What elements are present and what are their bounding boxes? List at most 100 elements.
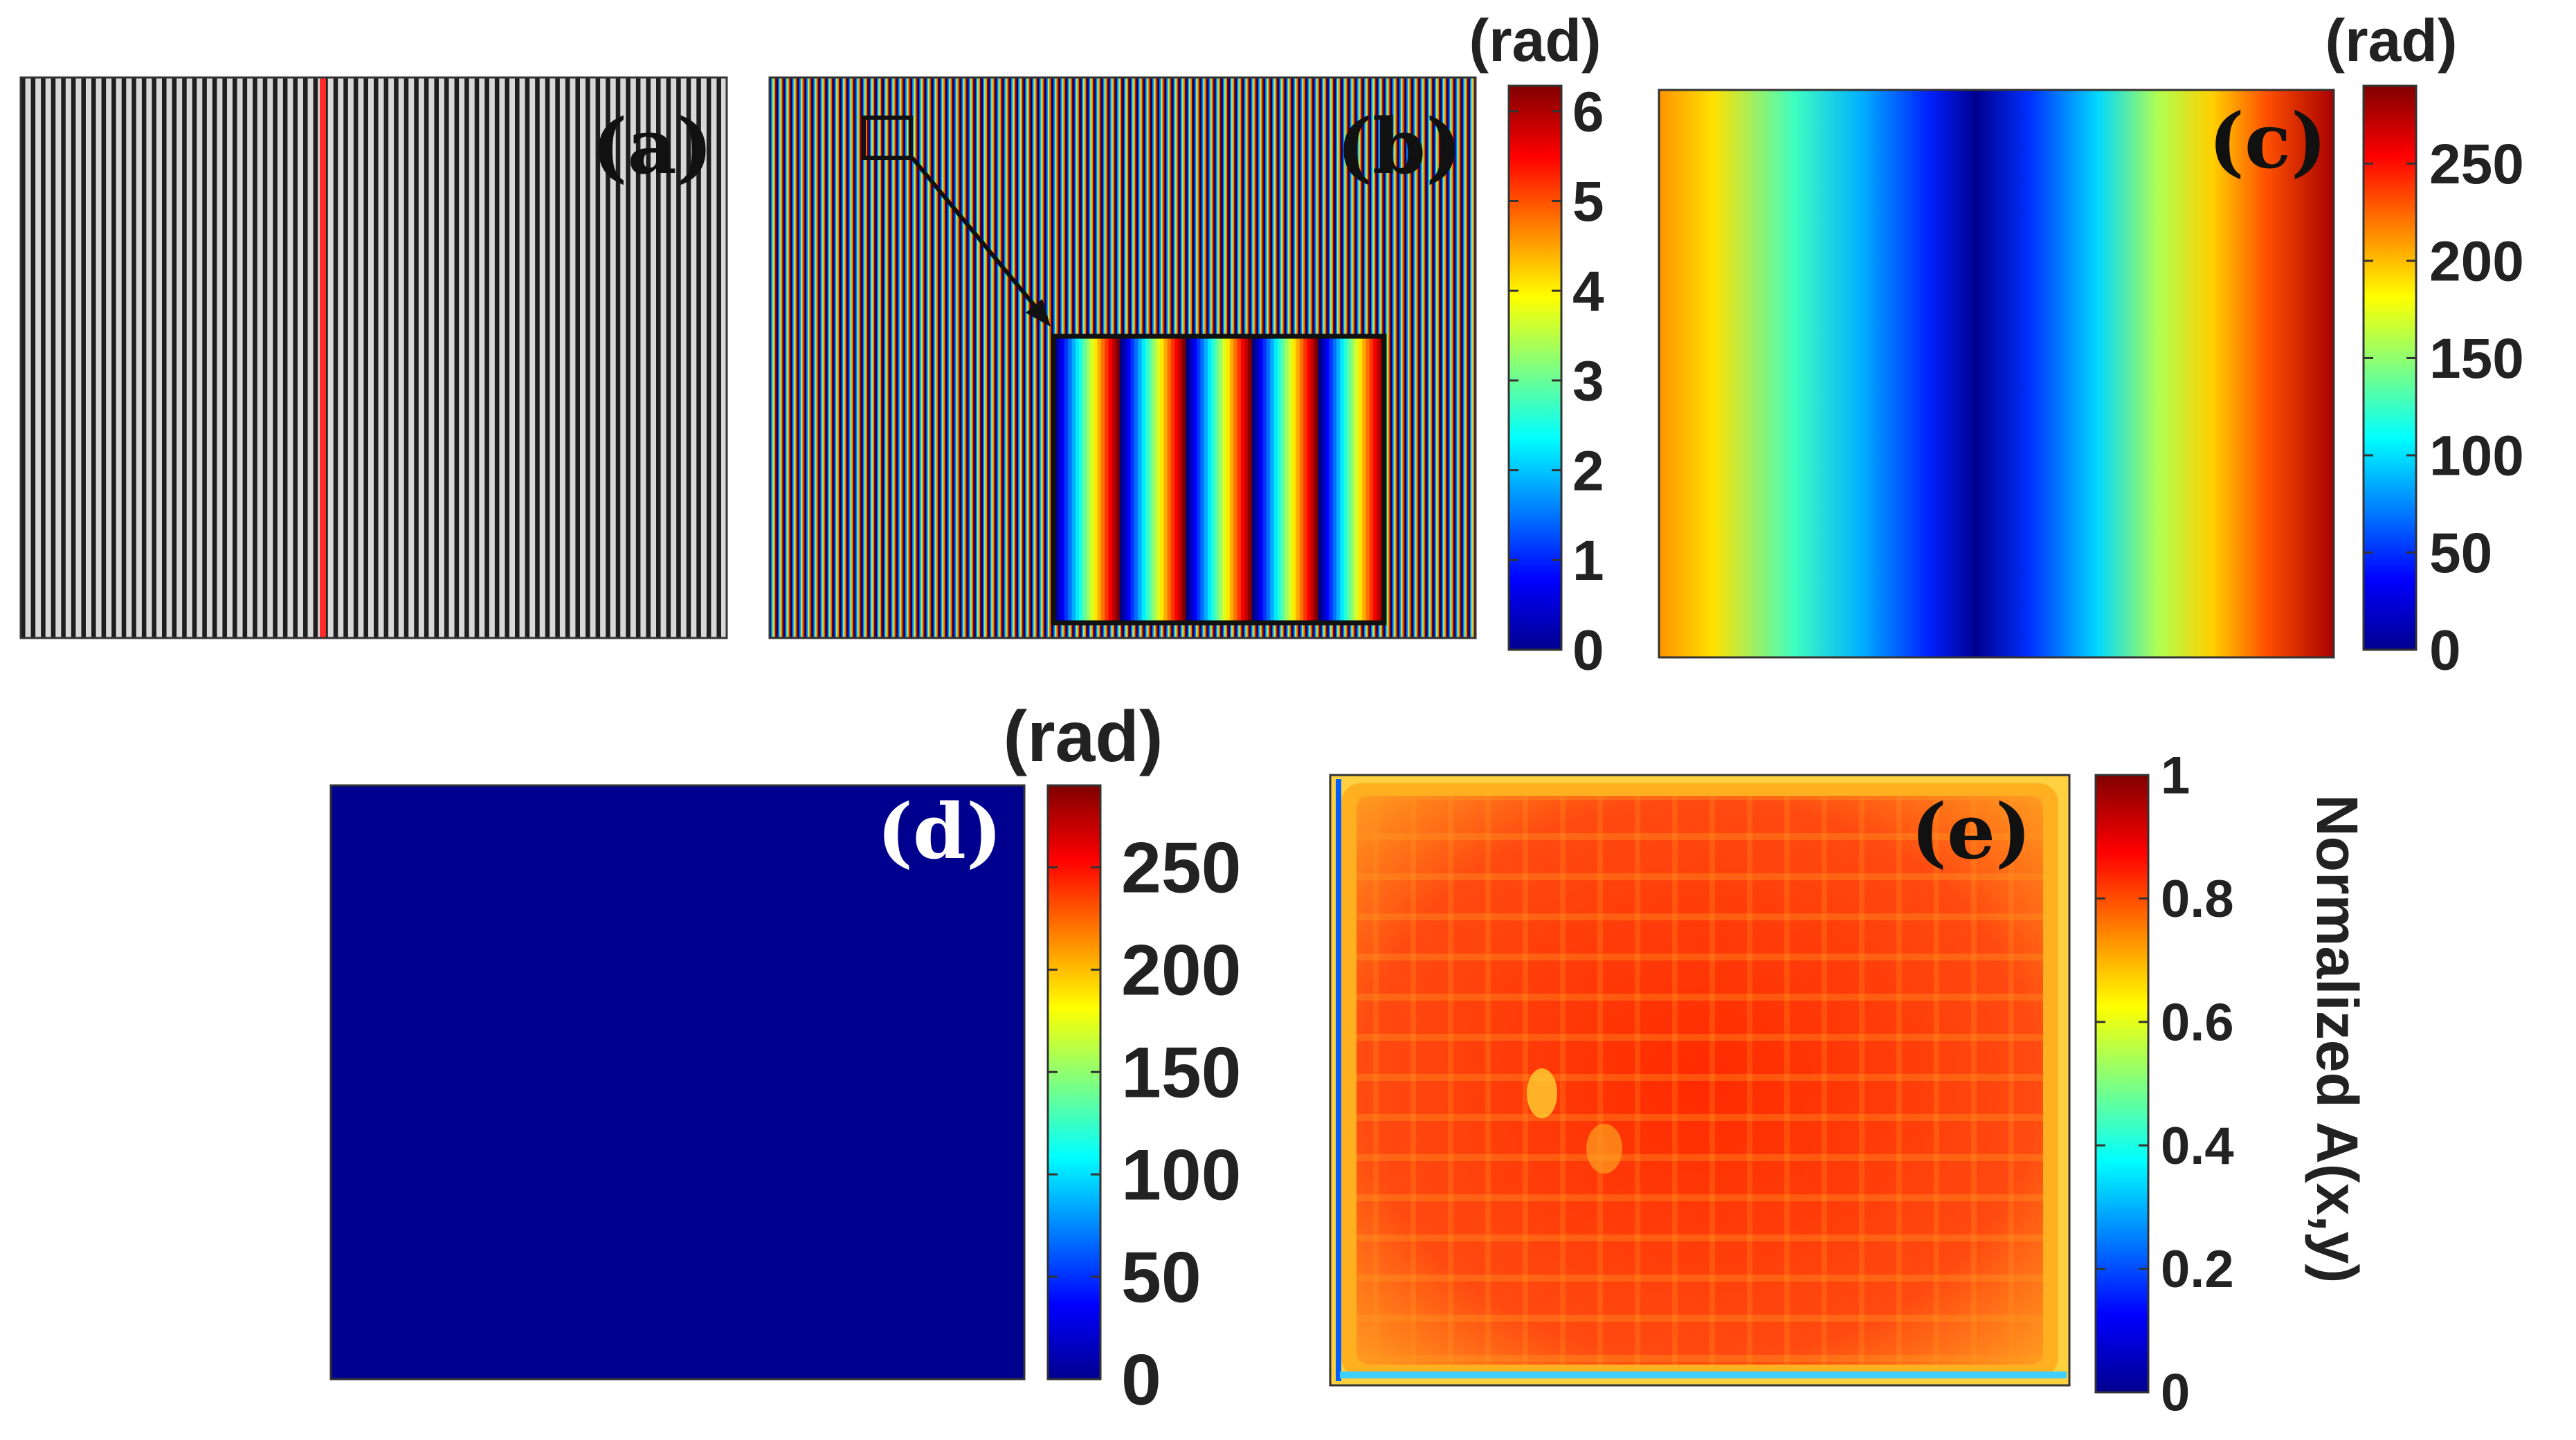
wrapped-phase-stripe bbox=[930, 78, 933, 638]
inset-phase-band bbox=[1149, 336, 1153, 623]
fringe-dark-stripe bbox=[505, 78, 509, 638]
inset-phase-band bbox=[1119, 336, 1124, 623]
wrapped-phase-stripe bbox=[792, 78, 795, 638]
wrapped-phase-stripe bbox=[788, 78, 790, 638]
wrapped-phase-stripe bbox=[991, 78, 993, 638]
fringe-dark-stripe bbox=[424, 78, 429, 638]
wrapped-phase-stripe bbox=[1431, 78, 1434, 638]
colorbar-tick-label: 0.2 bbox=[2161, 1240, 2234, 1299]
panel-b-colorbar-unit: (rad) bbox=[1469, 8, 1601, 74]
fringe-dark-stripe bbox=[635, 78, 641, 638]
inset-phase-band bbox=[1329, 336, 1334, 623]
wrapped-phase-stripe bbox=[1412, 78, 1414, 638]
inset-phase-band bbox=[1244, 336, 1249, 623]
wrapped-phase-stripe bbox=[799, 78, 801, 638]
colorbar-tick-label: 1 bbox=[1572, 529, 1604, 592]
inset-phase-band bbox=[1156, 336, 1161, 623]
inset-phase-band bbox=[1064, 336, 1069, 623]
inset-phase-band bbox=[1160, 336, 1164, 623]
colorbar-tick-label: 200 bbox=[1121, 931, 1242, 1011]
wrapped-phase-stripe bbox=[1001, 78, 1004, 638]
wrapped-phase-stripe bbox=[1036, 78, 1039, 638]
wrapped-phase-stripe bbox=[795, 78, 797, 638]
colorbar-tick-label: 0.4 bbox=[2161, 1117, 2234, 1176]
wrapped-phase-stripe bbox=[842, 78, 844, 638]
fringe-dark-stripe bbox=[242, 78, 248, 638]
wrapped-phase-stripe bbox=[816, 78, 818, 638]
wrapped-phase-stripe bbox=[902, 78, 905, 638]
wrapped-phase-stripe bbox=[1022, 78, 1024, 638]
wrapped-phase-stripe bbox=[927, 78, 930, 638]
wrapped-phase-stripe bbox=[1386, 78, 1389, 638]
panel-b-wrapped-phase: (b) (rad) 0 1 2 3 4 5 6 bbox=[768, 8, 1604, 682]
wrapped-phase-stripe bbox=[1388, 78, 1390, 638]
wrapped-phase-stripe bbox=[857, 78, 860, 638]
inset-phase-band bbox=[1255, 336, 1260, 623]
wrapped-phase-stripe bbox=[838, 78, 841, 638]
panel-d-label: (d) bbox=[877, 787, 1002, 876]
wrapped-phase-stripe bbox=[775, 78, 777, 638]
wrapped-phase-stripe bbox=[823, 78, 826, 638]
inset-phase-band bbox=[1082, 336, 1087, 623]
panel-c-frame bbox=[1658, 89, 2335, 659]
wrapped-phase-stripe bbox=[949, 78, 951, 638]
wrapped-phase-stripe bbox=[831, 78, 834, 638]
inset-phase-band bbox=[1152, 336, 1157, 623]
wrapped-phase-stripe bbox=[957, 78, 959, 638]
panel-e-colorbar bbox=[2094, 774, 2150, 1394]
colorbar-tick-label: 100 bbox=[2429, 425, 2524, 488]
inset-phase-band bbox=[1233, 336, 1238, 623]
fringe-dark-stripe bbox=[253, 78, 257, 638]
fringe-dark-stripe bbox=[51, 78, 56, 638]
wrapped-phase-stripe bbox=[965, 78, 968, 638]
wrapped-phase-stripe bbox=[1399, 78, 1402, 638]
fringe-dark-stripe bbox=[646, 78, 651, 638]
wrapped-phase-stripe bbox=[995, 78, 998, 638]
wrapped-phase-stripe bbox=[783, 78, 786, 638]
panel-e-normalized-amplitude: (e) 0 0.2 0.4 0.6 0.8 1 Normalized A(x,y) bbox=[1329, 747, 2370, 1423]
inset-phase-band bbox=[1251, 336, 1256, 623]
wrapped-phase-stripe bbox=[1029, 78, 1031, 638]
inset-phase-band bbox=[1314, 336, 1318, 623]
inset-phase-band bbox=[1127, 336, 1132, 623]
fringe-dark-stripe bbox=[192, 78, 197, 638]
panel-d-uniform-phase: (d) (rad) 0 50 100 150 200 250 bbox=[329, 697, 1242, 1420]
panel-a-fringes bbox=[21, 78, 721, 638]
wrapped-phase-stripe bbox=[849, 78, 851, 638]
inset-phase-band bbox=[1170, 336, 1175, 623]
wrapped-phase-stripe bbox=[881, 78, 883, 638]
fringe-dark-stripe bbox=[454, 78, 460, 638]
wrapped-phase-stripe bbox=[1008, 78, 1010, 638]
inset-phase-band bbox=[1296, 336, 1300, 623]
wrapped-phase-stripe bbox=[861, 78, 864, 638]
inset-phase-band bbox=[1086, 336, 1091, 623]
wrapped-phase-stripe bbox=[789, 78, 792, 638]
wrapped-phase-stripe bbox=[808, 78, 810, 638]
wrapped-phase-stripe bbox=[905, 78, 907, 638]
panel-a-red-line-marker bbox=[320, 78, 326, 638]
inset-phase-band bbox=[1226, 336, 1231, 623]
fringe-dark-stripe bbox=[494, 78, 500, 638]
wrapped-phase-stripe bbox=[790, 78, 793, 638]
wrapped-phase-stripe bbox=[892, 78, 895, 638]
panel-a-fringe-pattern: (a) bbox=[19, 76, 728, 639]
wrapped-phase-stripe bbox=[952, 78, 954, 638]
fringe-dark-stripe bbox=[403, 78, 409, 638]
fringe-dark-stripe bbox=[111, 78, 116, 638]
inset-phase-band bbox=[1336, 336, 1341, 623]
inset-phase-band bbox=[1270, 336, 1275, 623]
wrapped-phase-stripe bbox=[1443, 78, 1445, 638]
wrapped-phase-stripe bbox=[806, 78, 808, 638]
fringe-dark-stripe bbox=[586, 78, 590, 638]
wrapped-phase-stripe bbox=[1402, 78, 1404, 638]
inset-phase-band bbox=[1222, 336, 1227, 623]
wrapped-phase-stripe bbox=[828, 78, 831, 638]
wrapped-phase-stripe bbox=[1415, 78, 1417, 638]
wrapped-phase-stripe bbox=[1002, 78, 1005, 638]
wrapped-phase-stripe bbox=[929, 78, 932, 638]
wrapped-phase-stripe bbox=[978, 78, 981, 638]
inset-phase-band bbox=[1332, 336, 1337, 623]
inset-phase-band bbox=[1163, 336, 1168, 623]
inset-phase-band bbox=[1321, 336, 1326, 623]
fringe-dark-stripe bbox=[303, 78, 308, 638]
